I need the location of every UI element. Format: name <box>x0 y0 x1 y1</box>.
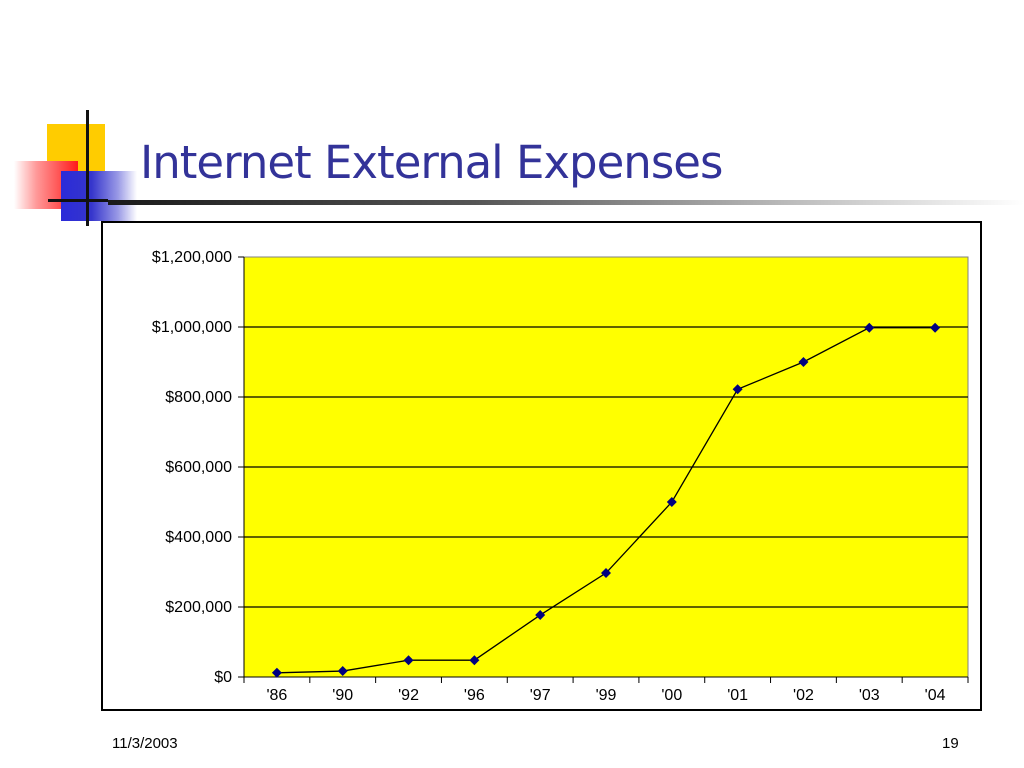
x-tick-label: '04 <box>925 687 946 704</box>
logo-blue-square <box>61 171 137 221</box>
data-point <box>271 667 282 678</box>
x-tick-label: '00 <box>661 687 682 704</box>
x-tick-label: '96 <box>464 687 485 704</box>
x-tick-label: '03 <box>859 687 880 704</box>
logo-vertical-line <box>86 110 89 226</box>
data-point <box>666 497 677 507</box>
logo-horizontal-line <box>48 199 108 202</box>
data-point <box>601 568 611 579</box>
data-point <box>403 655 414 666</box>
data-point <box>732 384 743 395</box>
data-point <box>469 655 480 666</box>
title-logo-graphic <box>0 0 160 240</box>
title-underline-rule <box>108 200 1024 205</box>
y-tick-label: $600,000 <box>165 459 232 476</box>
page-number: 19 <box>942 735 959 752</box>
line-chart: $0 $200,000 $400,000 $600,000 $800,000 $1,000… <box>152 249 969 704</box>
data-point <box>337 666 348 677</box>
y-tick-label: $200,000 <box>165 599 232 616</box>
data-point <box>535 610 546 621</box>
x-tick-label: '01 <box>727 687 748 704</box>
slide-title: Internet External Expenses <box>140 136 723 189</box>
x-tick-label: '90 <box>332 687 353 704</box>
y-tick-label: $1,200,000 <box>152 249 232 266</box>
x-tick-label: '86 <box>266 687 287 704</box>
x-tick-label: '99 <box>596 687 617 704</box>
y-tick-label: $800,000 <box>165 389 232 406</box>
x-tick-label: '02 <box>793 687 814 704</box>
x-tick-label: '97 <box>530 687 551 704</box>
data-point <box>930 322 941 333</box>
footer-date: 11/3/2003 <box>112 735 178 752</box>
x-tick-label: '92 <box>398 687 419 704</box>
chart-frame: $0 $200,000 $400,000 $600,000 $800,000 $1,000… <box>101 221 982 711</box>
y-tick-label: $400,000 <box>165 529 232 546</box>
y-tick-label: $1,000,000 <box>152 319 232 336</box>
y-tick-label: $0 <box>214 669 232 686</box>
data-point <box>864 322 875 333</box>
data-point <box>798 357 809 367</box>
